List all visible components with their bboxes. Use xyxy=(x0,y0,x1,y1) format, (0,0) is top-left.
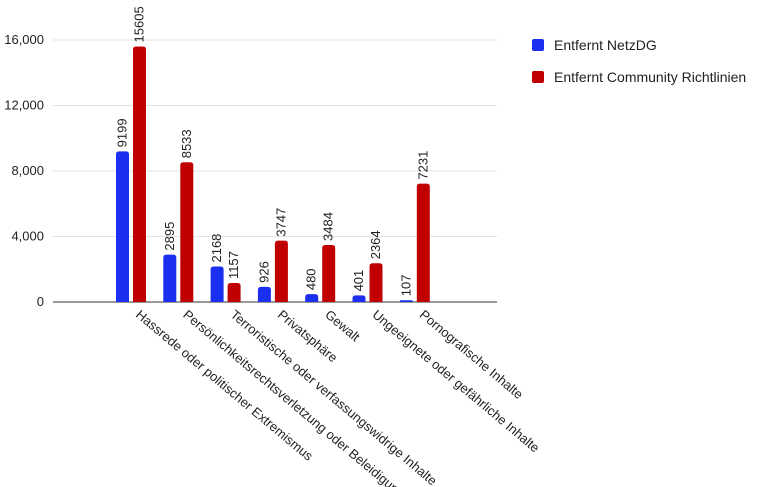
bar-netzdg xyxy=(399,300,413,302)
legend-swatch-community xyxy=(532,71,544,83)
y-tick-label: 0 xyxy=(37,294,44,309)
legend-swatch-netzdg xyxy=(532,39,544,51)
y-tick-label: 8,000 xyxy=(11,163,44,178)
y-tick-label: 4,000 xyxy=(11,229,44,244)
data-label: 926 xyxy=(256,261,271,283)
legend-label-netzdg: Entfernt NetzDG xyxy=(554,37,657,53)
data-label: 15605 xyxy=(132,6,147,42)
y-tick-label: 12,000 xyxy=(4,98,44,113)
bar-community xyxy=(416,183,430,302)
legend-item-netzdg: Entfernt NetzDG xyxy=(532,34,746,56)
bar-community xyxy=(274,240,288,302)
data-label: 480 xyxy=(304,268,319,290)
bar-netzdg xyxy=(116,151,129,302)
bar-netzdg xyxy=(257,286,271,302)
bar-community xyxy=(322,244,336,302)
data-label: 2364 xyxy=(368,230,383,259)
x-category-label: Ungeeignete oder gefährliche Inhalte xyxy=(370,307,543,456)
bar-netzdg xyxy=(210,266,224,302)
data-label: 2168 xyxy=(209,234,224,263)
bar-community xyxy=(369,263,383,302)
data-label: 9199 xyxy=(115,118,130,147)
bar-netzdg xyxy=(163,254,177,302)
data-label: 3484 xyxy=(321,212,336,241)
legend-item-community: Entfernt Community Richtlinien xyxy=(532,66,746,88)
data-label: 8533 xyxy=(179,129,194,158)
bar-netzdg xyxy=(305,294,319,302)
data-label: 107 xyxy=(398,275,413,297)
data-labels: 9199 2895 2168 926 480 401 107 15605 8533 1157 374… xyxy=(115,6,431,296)
legend-label-community: Entfernt Community Richtlinien xyxy=(554,69,747,85)
bar-community xyxy=(180,162,194,302)
bars xyxy=(116,46,430,302)
data-label: 7231 xyxy=(415,151,430,180)
y-tick-label: 16,000 xyxy=(4,32,44,47)
bar-community xyxy=(133,46,146,302)
data-label: 2895 xyxy=(162,222,177,251)
data-label: 1157 xyxy=(226,251,241,279)
data-label: 401 xyxy=(351,270,366,292)
bar-community xyxy=(227,283,241,302)
x-category-label: Gewalt xyxy=(322,307,363,345)
bar-netzdg xyxy=(352,295,366,302)
data-label: 3747 xyxy=(273,208,288,237)
x-category-label: Hassrede oder politischer Extremismus xyxy=(133,307,316,464)
y-axis: 0 4,000 8,000 12,000 16,000 xyxy=(4,32,44,309)
legend: Entfernt NetzDG Entfernt Community Richt… xyxy=(532,34,746,98)
x-axis: Hassrede oder politischer ExtremismusPer… xyxy=(133,307,542,487)
